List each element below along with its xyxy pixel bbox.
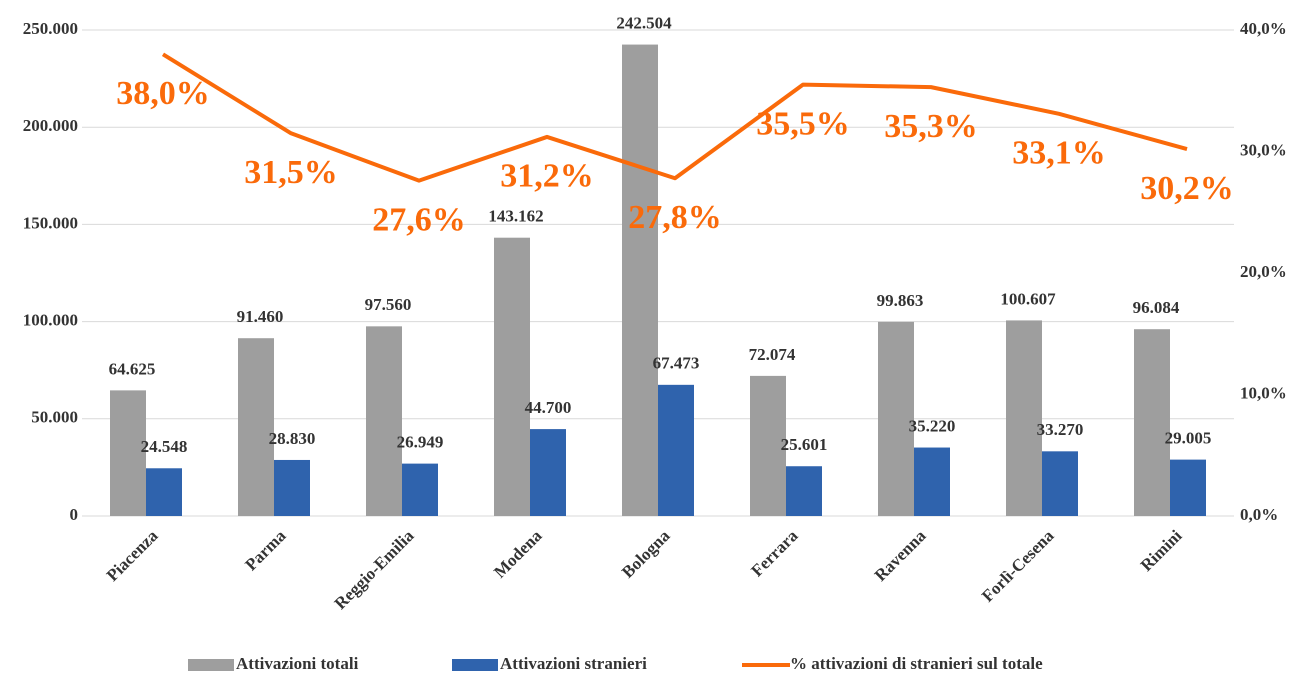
line-data-label: 31,2%: [500, 158, 594, 195]
legend-label: Attivazioni totali: [236, 654, 359, 673]
bar: [402, 463, 438, 516]
legend-swatch: [188, 659, 234, 671]
data-label: 33.270: [1037, 420, 1084, 439]
data-label: 25.601: [781, 435, 828, 454]
bar: [622, 44, 658, 516]
data-label: 26.949: [397, 433, 444, 452]
y2-tick-label: 20,0%: [1240, 262, 1287, 281]
data-label: 72.074: [749, 345, 796, 364]
line-data-label: 30,2%: [1140, 170, 1234, 207]
bar: [238, 338, 274, 516]
data-label: 96.084: [1133, 298, 1180, 317]
bar: [1170, 459, 1206, 516]
x-tick-label: Ravenna: [871, 526, 930, 585]
bar: [750, 375, 786, 516]
data-label: 44.700: [525, 398, 572, 417]
y-tick-label: 200.000: [23, 116, 78, 135]
data-label: 100.607: [1000, 289, 1056, 308]
line-data-label: 31,5%: [244, 154, 338, 191]
x-tick-label: Reggio-Emilia: [331, 526, 418, 613]
bar: [1006, 320, 1042, 516]
data-label: 24.548: [141, 437, 188, 456]
y2-tick-label: 0,0%: [1240, 505, 1278, 524]
line-data-label: 38,0%: [116, 75, 210, 112]
data-label: 99.863: [877, 291, 924, 310]
x-tick-label: Modena: [490, 526, 546, 582]
x-tick-label: Piacenza: [103, 526, 162, 585]
x-tick-label: Ferrara: [747, 526, 801, 580]
line-data-label: 35,5%: [756, 105, 850, 142]
y-tick-label: 100.000: [23, 311, 78, 330]
legend-label: Attivazioni stranieri: [500, 654, 647, 673]
data-label: 64.625: [109, 359, 156, 378]
bar: [1042, 451, 1078, 516]
line-data-label: 27,8%: [628, 199, 722, 236]
y2-tick-label: 40,0%: [1240, 19, 1287, 38]
y-tick-label: 150.000: [23, 213, 78, 232]
bar: [878, 321, 914, 516]
bar: [786, 466, 822, 516]
bar: [274, 459, 310, 516]
data-label: 29.005: [1165, 429, 1212, 448]
line-data-label: 35,3%: [884, 108, 978, 145]
data-label: 67.473: [653, 354, 700, 373]
data-label: 143.162: [488, 207, 543, 226]
bar: [1134, 329, 1170, 516]
line-data-label: 33,1%: [1012, 135, 1106, 172]
data-label: 97.560: [365, 295, 412, 314]
data-label: 91.460: [237, 307, 284, 326]
line: [161, 52, 1188, 183]
data-label: 28.830: [269, 429, 316, 448]
bar: [530, 429, 566, 516]
x-tick-label: Forlì-Cesena: [978, 526, 1058, 606]
y-tick-label: 0: [70, 505, 79, 524]
bar: [110, 390, 146, 516]
bar: [658, 384, 694, 516]
bar: [366, 326, 402, 516]
data-label: 35.220: [909, 416, 956, 435]
y2-tick-label: 30,0%: [1240, 140, 1287, 159]
x-tick-label: Rimini: [1137, 526, 1186, 575]
line-data-label: 27,6%: [372, 201, 466, 238]
x-tick-label: Parma: [241, 526, 290, 575]
legend-swatch: [452, 659, 498, 671]
legend-label: % attivazioni di stranieri sul totale: [790, 654, 1043, 673]
bar: [146, 468, 182, 516]
y2-tick-label: 10,0%: [1240, 383, 1287, 402]
x-tick-label: Bologna: [618, 526, 674, 582]
bar: [494, 237, 530, 517]
data-label: 242.504: [616, 13, 672, 32]
bar: [914, 447, 950, 516]
y-tick-label: 50.000: [31, 408, 78, 427]
y-tick-label: 250.000: [23, 19, 78, 38]
